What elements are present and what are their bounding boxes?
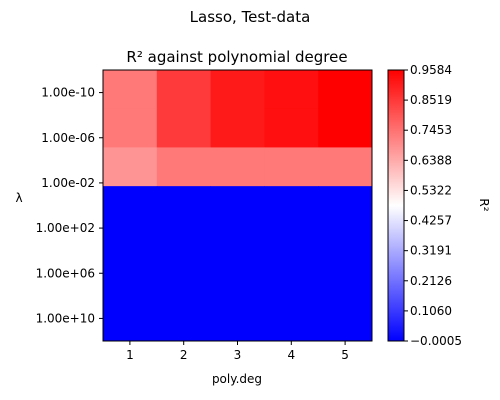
figure-suptitle: Lasso, Test-data: [190, 8, 311, 26]
heatmap-cell: [210, 224, 265, 265]
heatmap-cell: [210, 302, 265, 342]
colorbar-tick-label: 0.9584: [410, 63, 452, 77]
heatmap-cell: [264, 263, 319, 303]
x-axis: 1 2 3 4 5: [126, 341, 349, 362]
heatmap-cell: [264, 302, 319, 342]
heatmap-cell: [210, 186, 265, 226]
heatmap-cell: [264, 224, 319, 265]
colorbar: −0.0005 0.1060 0.2126 0.3191 0.4257 0.5322 0.6…: [387, 63, 462, 348]
y-tick-label: 1.00e-02: [41, 176, 95, 190]
chart-title: R² against polynomial degree: [126, 48, 347, 66]
heatmap-cell: [156, 302, 212, 342]
x-tick-label: 5: [341, 348, 349, 362]
heatmap-cell: [318, 302, 373, 342]
heatmap-cell: [156, 70, 212, 110]
heatmap-cell: [318, 108, 373, 148]
x-tick-label: 2: [180, 348, 188, 362]
heatmap-cell: [264, 70, 319, 110]
colorbar-label: R²: [477, 198, 491, 211]
y-axis-label: λ: [15, 191, 22, 205]
heatmap-cell: [103, 302, 158, 342]
x-axis-label: poly.deg: [212, 372, 262, 386]
heatmap-cell: [210, 263, 265, 303]
heatmap-cell: [318, 263, 373, 303]
y-tick-label: 1.00e-06: [41, 131, 95, 145]
heatmap-cell: [156, 186, 212, 226]
heatmap-cell: [156, 108, 212, 148]
heatmap-cell: [103, 263, 158, 303]
heatmap-cell: [103, 224, 158, 265]
colorbar-tick-label: 0.5322: [410, 183, 452, 197]
colorbar-tick-label: 0.3191: [410, 244, 452, 258]
heatmap-cell: [264, 108, 319, 148]
heatmap-cell: [210, 70, 265, 110]
y-axis: 1.00e-10 1.00e-06 1.00e-02 1.00e+02 1.00e+06…: [36, 86, 103, 325]
colorbar-tick-label: 0.7453: [410, 123, 452, 137]
heatmap-cell: [318, 70, 373, 110]
x-tick-label: 3: [234, 348, 242, 362]
heatmap-cell: [103, 147, 158, 187]
heatmap-cell: [210, 147, 265, 187]
heatmap-cell: [156, 147, 212, 187]
colorbar-gradient: [387, 69, 405, 342]
heatmap-cell: [156, 224, 212, 265]
heatmap-cell: [156, 263, 212, 303]
heatmap-cell: [103, 186, 158, 226]
heatmap-cell: [210, 108, 265, 148]
colorbar-tick-label: 0.4257: [410, 214, 452, 228]
x-tick-label: 1: [126, 348, 134, 362]
colorbar-tick-label: 0.1060: [410, 304, 452, 318]
colorbar-tick-label: 0.6388: [410, 153, 452, 167]
colorbar-tick-label: 0.2126: [410, 274, 452, 288]
y-tick-label: 1.00e+10: [36, 311, 95, 325]
heatmap-cell: [318, 186, 373, 226]
heatmap-cell: [318, 224, 373, 265]
colorbar-tick-label: −0.0005: [410, 334, 462, 348]
heatmap-cell: [103, 108, 158, 148]
heatmap-cell: [103, 70, 158, 110]
x-tick-label: 4: [287, 348, 295, 362]
y-tick-label: 1.00e-10: [41, 86, 95, 100]
heatmap-plot-area: [102, 69, 373, 342]
y-tick-label: 1.00e+06: [36, 266, 95, 280]
heatmap-cell: [318, 147, 373, 187]
heatmap-cell: [264, 186, 319, 226]
colorbar-tick-label: 0.8519: [410, 93, 452, 107]
heatmap-cell: [264, 147, 319, 187]
y-tick-label: 1.00e+02: [36, 221, 95, 235]
